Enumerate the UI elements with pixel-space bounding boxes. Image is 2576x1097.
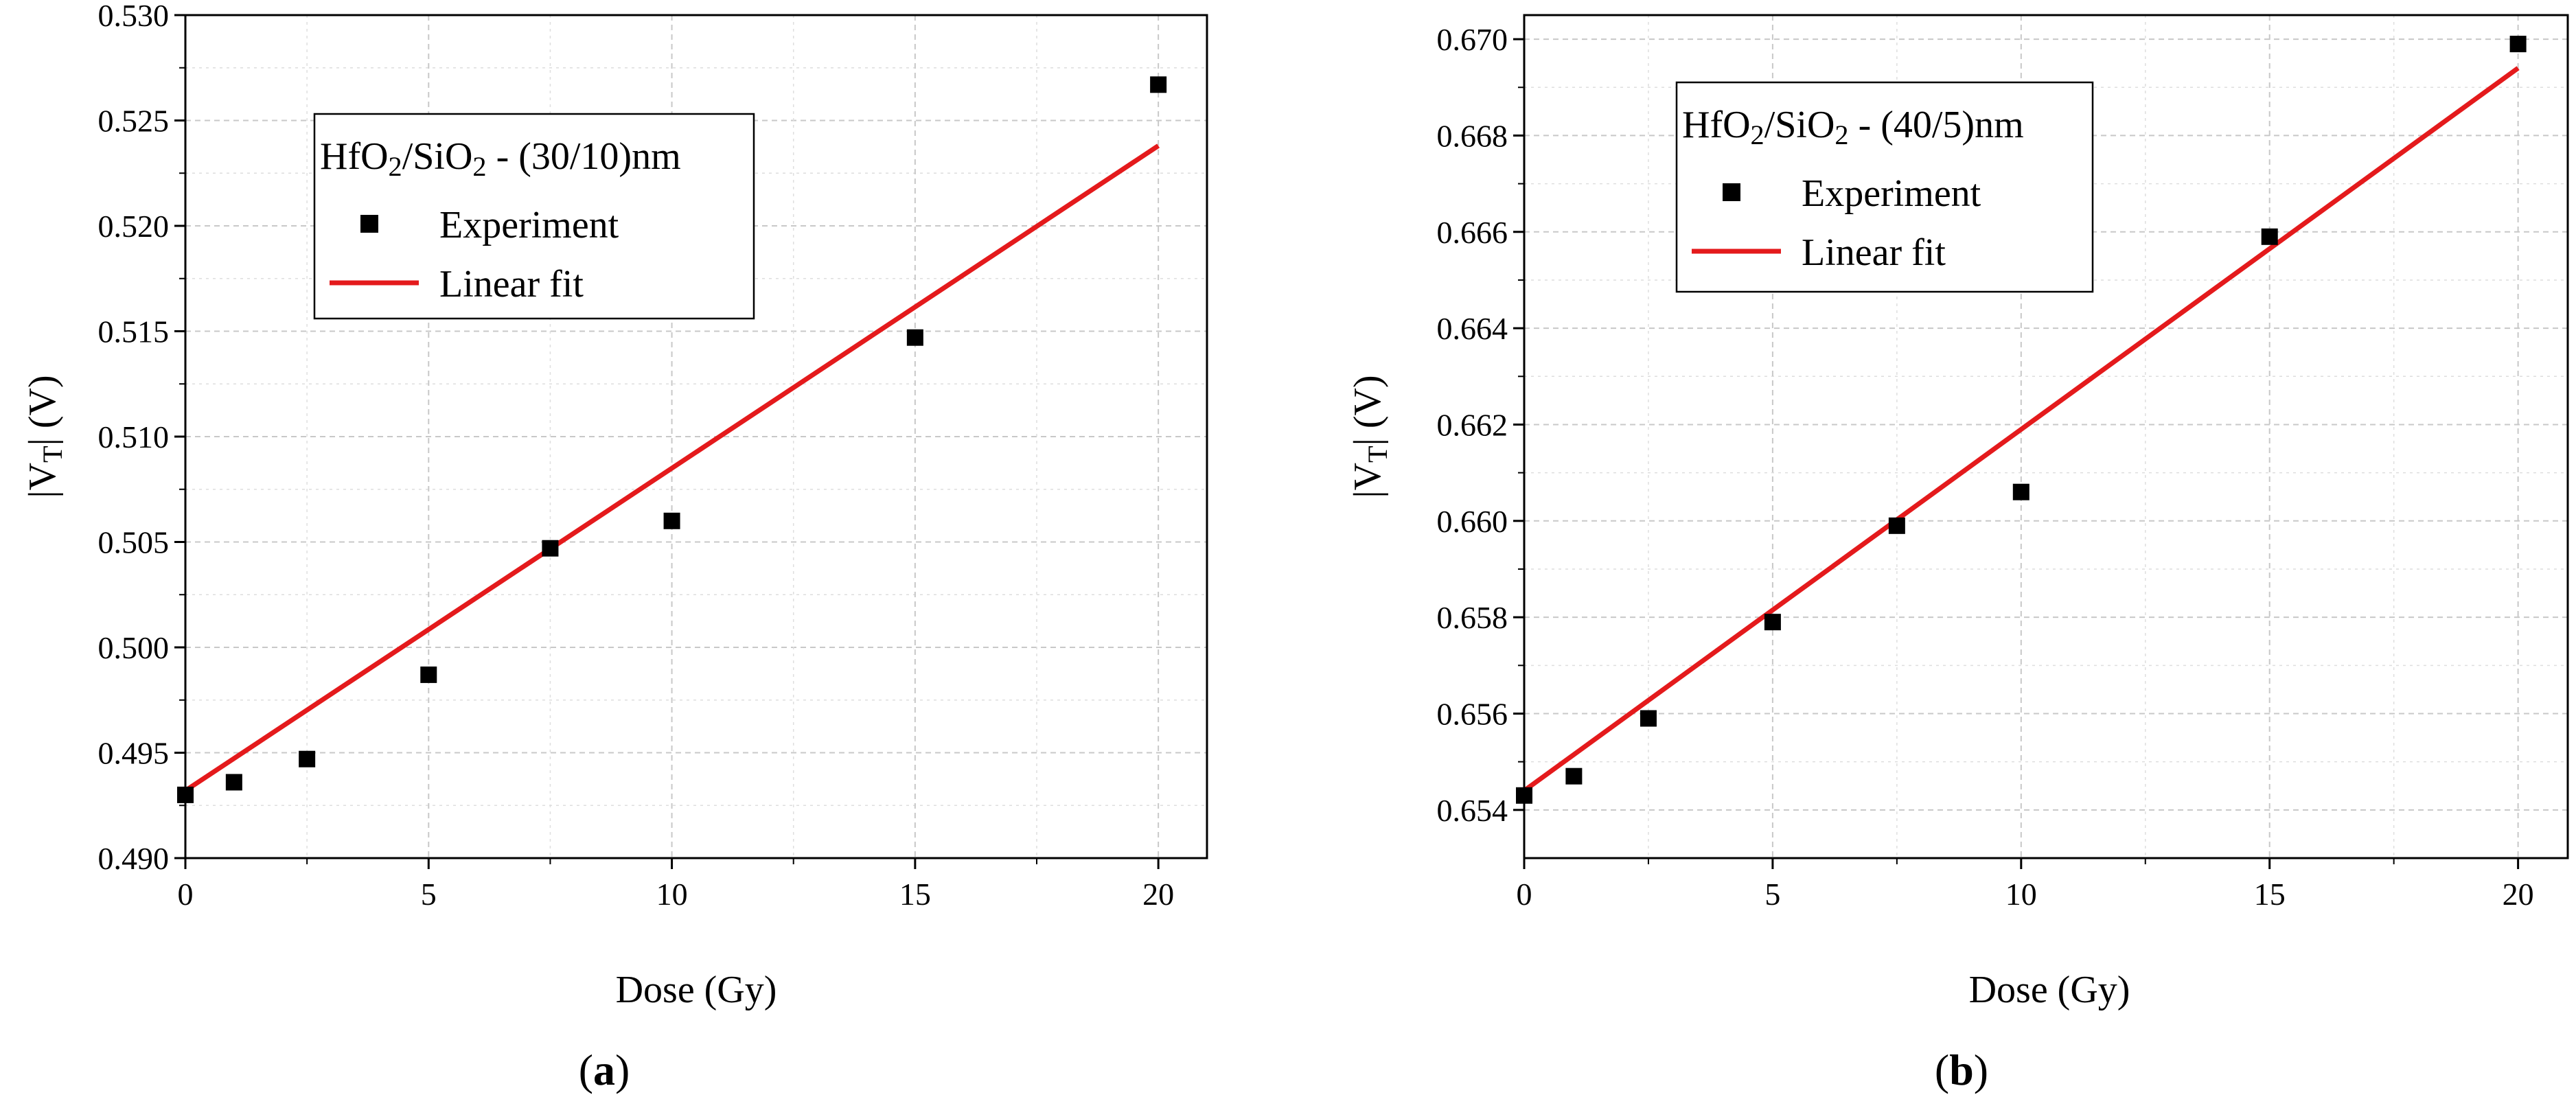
legend-label-fit: Linear fit bbox=[439, 263, 584, 305]
panel-label: (b) bbox=[1935, 1046, 1988, 1094]
legend-label-experiment: Experiment bbox=[439, 204, 619, 246]
data-point bbox=[177, 786, 194, 803]
y-tick-label: 0.505 bbox=[98, 525, 170, 560]
x-tick-label: 10 bbox=[656, 877, 688, 912]
y-tick-label: 0.500 bbox=[98, 630, 170, 665]
data-point bbox=[2509, 36, 2527, 53]
x-tick-label: 10 bbox=[2005, 877, 2037, 912]
y-tick-label: 0.656 bbox=[1437, 696, 1508, 731]
data-point bbox=[225, 774, 242, 791]
x-axis-title: Dose (Gy) bbox=[616, 969, 777, 1011]
y-tick-label: 0.658 bbox=[1437, 600, 1508, 635]
data-point bbox=[1640, 710, 1657, 727]
data-point bbox=[1565, 767, 1583, 785]
y-tick-label: 0.530 bbox=[98, 0, 170, 33]
data-point bbox=[420, 666, 437, 683]
panel-label: (a) bbox=[579, 1046, 630, 1094]
x-axis-title: Dose (Gy) bbox=[1969, 969, 2130, 1011]
x-tick-label: 0 bbox=[178, 877, 194, 912]
y-axis-title: |VT| (V) bbox=[1346, 375, 1393, 498]
x-tick-label: 15 bbox=[2254, 877, 2286, 912]
x-tick-label: 20 bbox=[1142, 877, 1174, 912]
y-tick-label: 0.654 bbox=[1437, 793, 1508, 828]
x-tick-label: 5 bbox=[1764, 877, 1780, 912]
legend-marker-experiment bbox=[360, 215, 378, 233]
legend-marker-experiment bbox=[1723, 183, 1740, 201]
data-point bbox=[663, 512, 680, 529]
y-axis-title: |VT| (V) bbox=[21, 375, 68, 498]
data-point bbox=[542, 540, 559, 557]
linear-fit-line bbox=[184, 143, 1160, 793]
y-tick-label: 0.664 bbox=[1437, 311, 1508, 346]
axes-frame bbox=[1523, 14, 2569, 859]
panel-letter: b bbox=[1949, 1046, 1974, 1094]
legend-label-fit: Linear fit bbox=[1802, 231, 1946, 274]
x-tick-label: 5 bbox=[421, 877, 437, 912]
chart-panel-b: 0.654 0.656 0.658 0.660 0.662 0.664 0.666 0.668… bbox=[1346, 14, 2569, 1094]
y-tick-label: 0.520 bbox=[98, 209, 170, 244]
y-tick-label: 0.510 bbox=[98, 419, 170, 454]
data-point bbox=[1764, 614, 1781, 631]
legend-label-experiment: Experiment bbox=[1802, 172, 1981, 215]
y-tick-label: 0.495 bbox=[98, 736, 170, 771]
x-tick-label: 0 bbox=[1517, 877, 1532, 912]
data-point bbox=[2012, 483, 2029, 500]
data-point bbox=[1150, 76, 1167, 93]
linear-fit-line bbox=[1522, 66, 2520, 793]
y-tick-label: 0.525 bbox=[98, 104, 170, 139]
data-point bbox=[1516, 787, 1532, 804]
chart-panel-a: 0.490 0.495 0.500 0.505 0.510 0.515 0.520 0.525… bbox=[21, 0, 1208, 1094]
legend-title: HfO2/SiO2 - (40/5)nm bbox=[1682, 104, 2024, 150]
data-point bbox=[906, 329, 923, 346]
legend-box bbox=[1675, 81, 2094, 293]
panel-letter: a bbox=[593, 1046, 615, 1094]
y-tick-label: 0.670 bbox=[1437, 22, 1508, 57]
y-tick-label: 0.668 bbox=[1437, 118, 1508, 153]
data-point bbox=[2261, 228, 2278, 245]
x-tick-label: 20 bbox=[2503, 877, 2534, 912]
legend-title: HfO2/SiO2 - (30/10)nm bbox=[320, 135, 681, 182]
x-tick-label: 15 bbox=[899, 877, 931, 912]
y-tick-label: 0.660 bbox=[1437, 504, 1508, 539]
y-tick-label: 0.490 bbox=[98, 841, 170, 876]
data-point bbox=[1888, 517, 1905, 534]
y-tick-label: 0.666 bbox=[1437, 215, 1508, 250]
y-tick-label: 0.662 bbox=[1437, 407, 1508, 442]
y-tick-label: 0.515 bbox=[98, 314, 170, 349]
data-point bbox=[299, 750, 316, 767]
